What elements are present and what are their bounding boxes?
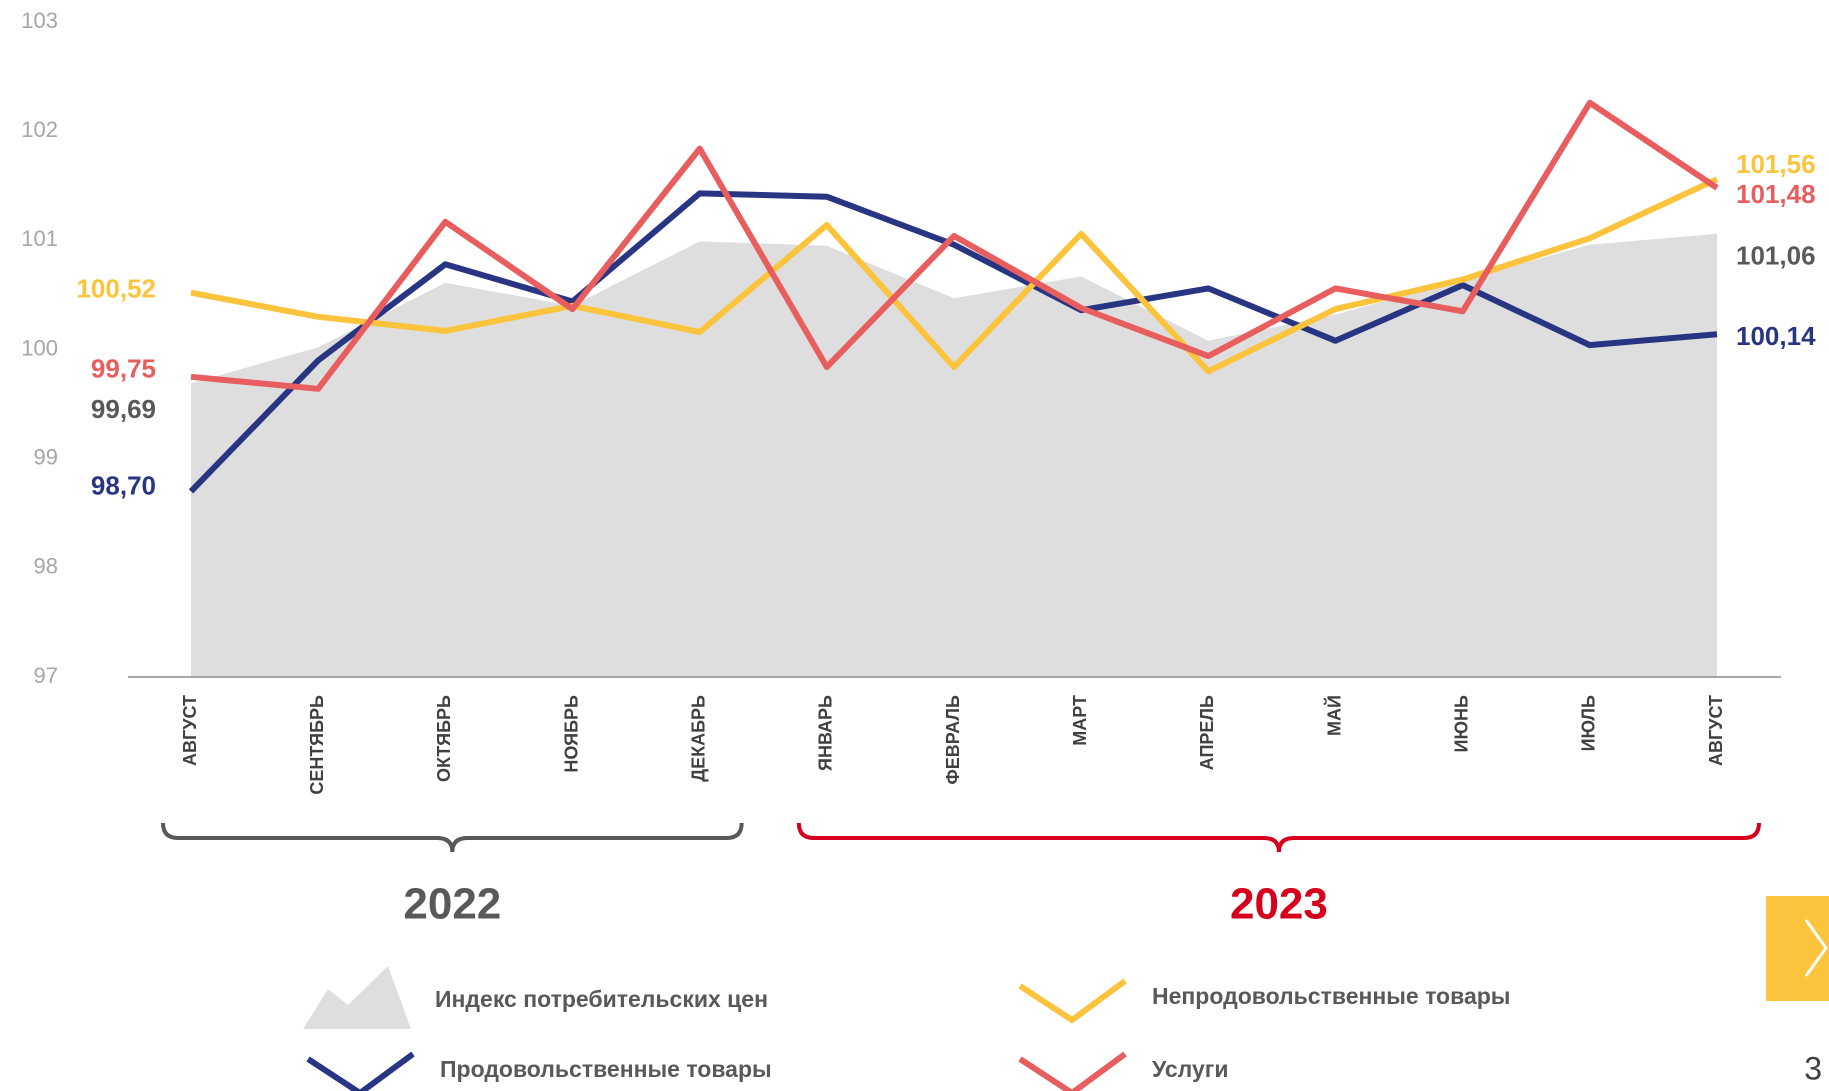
area bbox=[191, 233, 1717, 678]
year-brace bbox=[796, 822, 1761, 853]
x-tick-label: НОЯБРЬ bbox=[561, 695, 581, 773]
x-tick-label: АПРЕЛЬ bbox=[1197, 695, 1217, 770]
x-tick-label: ДЕКАБРЬ bbox=[688, 695, 708, 782]
x-tick-label: ЯНВАРЬ bbox=[816, 695, 836, 771]
x-tick-label: ИЮЛЬ bbox=[1579, 695, 1599, 751]
area-layer bbox=[191, 233, 1717, 678]
x-tick-label: АВГУСТ bbox=[1706, 695, 1726, 766]
legend-icon bbox=[1018, 978, 1127, 1024]
y-tick-label: 102 bbox=[21, 117, 58, 142]
legend-label: Непродовольственные товары bbox=[1152, 983, 1510, 1009]
value-label: 99,69 bbox=[91, 394, 156, 424]
page-number: 3 bbox=[1804, 1050, 1822, 1086]
y-tick-label: 97 bbox=[34, 663, 58, 688]
legend-icon bbox=[1018, 1051, 1127, 1091]
y-tick-label: 98 bbox=[34, 554, 58, 579]
x-tick-label: СЕНТЯБРЬ bbox=[307, 695, 327, 795]
x-tick-label: ОКТЯБРЬ bbox=[434, 695, 454, 782]
legend-label: Индекс потребительских цен bbox=[435, 986, 768, 1012]
legend-label: Услуги bbox=[1152, 1056, 1228, 1082]
value-label: 101,56 bbox=[1736, 149, 1816, 179]
next-button[interactable] bbox=[1766, 896, 1829, 1001]
line-layer bbox=[188, 99, 1719, 494]
value-label: 101,06 bbox=[1736, 241, 1816, 271]
value-label: 99,75 bbox=[91, 354, 156, 384]
value-label: 98,70 bbox=[91, 470, 156, 500]
value-label: 101,48 bbox=[1736, 179, 1816, 209]
value-label: 100,14 bbox=[1736, 321, 1816, 351]
y-tick-label: 101 bbox=[21, 226, 58, 251]
x-tick-label: ИЮНЬ bbox=[1451, 695, 1471, 752]
year-label: 2023 bbox=[1230, 880, 1328, 929]
x-tick-label: МАЙ bbox=[1323, 695, 1344, 736]
y-tick-label: 103 bbox=[21, 8, 58, 33]
x-tick-label: ФЕВРАЛЬ bbox=[943, 695, 963, 785]
line bbox=[190, 99, 1719, 392]
axis-layer: 97 98 99 100 101 102 103 АВГУСТ СЕНТЯБРЬ ОКТЯБРЬ Н… bbox=[21, 8, 1781, 929]
label-layer: 99,69 101,06 98,70 100,14 100,52 101,56 99,75 1… bbox=[76, 149, 1816, 1091]
line bbox=[190, 176, 1719, 375]
x-tick-label: АВГУСТ bbox=[180, 695, 200, 766]
legend-label: Продовольственные товары bbox=[440, 1056, 772, 1082]
y-tick-label: 100 bbox=[21, 335, 58, 360]
year-brace bbox=[161, 822, 744, 853]
legend-icon bbox=[306, 1051, 415, 1091]
year-label: 2022 bbox=[403, 880, 501, 929]
x-tick-label: МАРТ bbox=[1070, 695, 1090, 746]
line bbox=[188, 190, 1718, 494]
legend-icon bbox=[303, 966, 411, 1029]
value-label: 100,52 bbox=[76, 274, 156, 304]
y-tick-label: 99 bbox=[34, 444, 58, 469]
next-arrow[interactable] bbox=[1804, 919, 1828, 977]
